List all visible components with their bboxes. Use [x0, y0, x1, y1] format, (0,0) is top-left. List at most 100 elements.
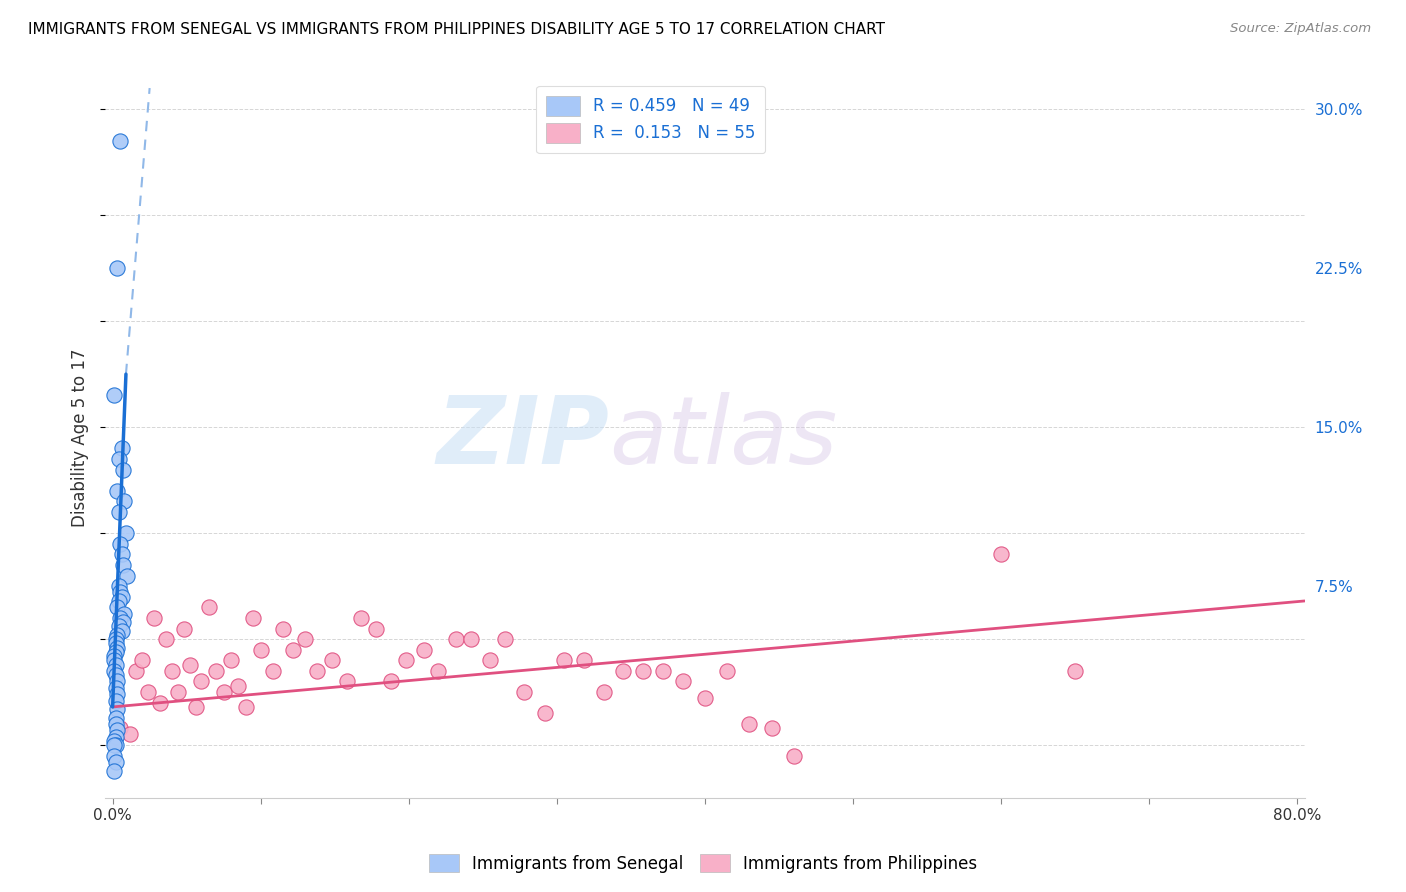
Point: [105, 674, 128, 689]
Point: [166, 685, 188, 699]
Legend: R = 0.459   N = 49, R =  0.153   N = 55: R = 0.459 N = 49, R = 0.153 N = 55: [537, 86, 765, 153]
Point: [107, 579, 129, 593]
Point: [136, 685, 159, 699]
Point: [110, 547, 132, 561]
Point: [105, 628, 128, 642]
Point: [350, 611, 373, 625]
Point: [103, 764, 125, 778]
Point: [110, 624, 132, 638]
Point: [155, 632, 177, 646]
Point: [716, 664, 738, 678]
Point: [120, 727, 142, 741]
Point: [104, 632, 127, 646]
Point: [305, 664, 328, 678]
Point: [612, 664, 634, 678]
Point: [262, 664, 284, 678]
Point: [104, 645, 127, 659]
Point: [783, 748, 806, 763]
Point: [173, 622, 195, 636]
Point: [110, 442, 132, 456]
Point: [115, 526, 138, 541]
Point: [108, 537, 131, 551]
Text: ZIP: ZIP: [436, 392, 609, 483]
Point: [103, 653, 125, 667]
Point: [228, 679, 250, 693]
Point: [107, 594, 129, 608]
Point: [738, 717, 761, 731]
Point: [513, 685, 536, 699]
Point: [104, 681, 127, 695]
Point: [219, 653, 242, 667]
Point: [104, 693, 127, 707]
Point: [110, 590, 132, 604]
Point: [105, 687, 128, 701]
Point: [235, 700, 257, 714]
Point: [652, 664, 675, 678]
Point: [427, 664, 450, 678]
Point: [990, 547, 1012, 561]
Point: [160, 664, 183, 678]
Point: [103, 734, 125, 748]
Point: [108, 134, 131, 148]
Point: [108, 611, 131, 625]
Point: [249, 642, 271, 657]
Point: [104, 738, 127, 752]
Point: [108, 585, 131, 599]
Point: [761, 721, 783, 735]
Point: [366, 622, 388, 636]
Point: [105, 723, 128, 738]
Point: [111, 615, 134, 629]
Point: [672, 674, 695, 689]
Point: [693, 691, 716, 706]
Point: [494, 632, 516, 646]
Point: [105, 702, 128, 716]
Point: [205, 664, 228, 678]
Point: [1064, 664, 1087, 678]
Point: [184, 700, 207, 714]
Point: [479, 653, 502, 667]
Point: [105, 640, 128, 655]
Point: [131, 653, 153, 667]
Point: [104, 730, 127, 744]
Point: [105, 261, 128, 276]
Point: [104, 657, 127, 672]
Point: [179, 657, 201, 672]
Point: [198, 600, 221, 615]
Y-axis label: Disability Age 5 to 17: Disability Age 5 to 17: [72, 349, 89, 527]
Point: [242, 611, 264, 625]
Point: [143, 611, 166, 625]
Point: [105, 600, 128, 615]
Point: [572, 653, 595, 667]
Point: [631, 664, 654, 678]
Point: [380, 674, 402, 689]
Point: [104, 710, 127, 724]
Point: [103, 664, 125, 678]
Point: [412, 642, 434, 657]
Point: [125, 664, 148, 678]
Point: [103, 648, 125, 663]
Point: [114, 494, 136, 508]
Text: atlas: atlas: [609, 392, 837, 483]
Point: [104, 717, 127, 731]
Text: IMMIGRANTS FROM SENEGAL VS IMMIGRANTS FROM PHILIPPINES DISABILITY AGE 5 TO 17 CO: IMMIGRANTS FROM SENEGAL VS IMMIGRANTS FR…: [28, 22, 886, 37]
Point: [283, 642, 305, 657]
Point: [444, 632, 467, 646]
Point: [395, 653, 418, 667]
Point: [104, 668, 127, 682]
Point: [103, 388, 125, 402]
Point: [103, 738, 125, 752]
Point: [107, 619, 129, 633]
Text: Source: ZipAtlas.com: Source: ZipAtlas.com: [1230, 22, 1371, 36]
Point: [553, 653, 575, 667]
Point: [107, 505, 129, 519]
Point: [534, 706, 557, 721]
Point: [114, 607, 136, 621]
Point: [111, 558, 134, 572]
Legend: Immigrants from Senegal, Immigrants from Philippines: Immigrants from Senegal, Immigrants from…: [422, 847, 984, 880]
Point: [190, 674, 212, 689]
Point: [149, 696, 172, 710]
Point: [104, 636, 127, 650]
Point: [107, 452, 129, 467]
Point: [103, 748, 125, 763]
Point: [104, 755, 127, 769]
